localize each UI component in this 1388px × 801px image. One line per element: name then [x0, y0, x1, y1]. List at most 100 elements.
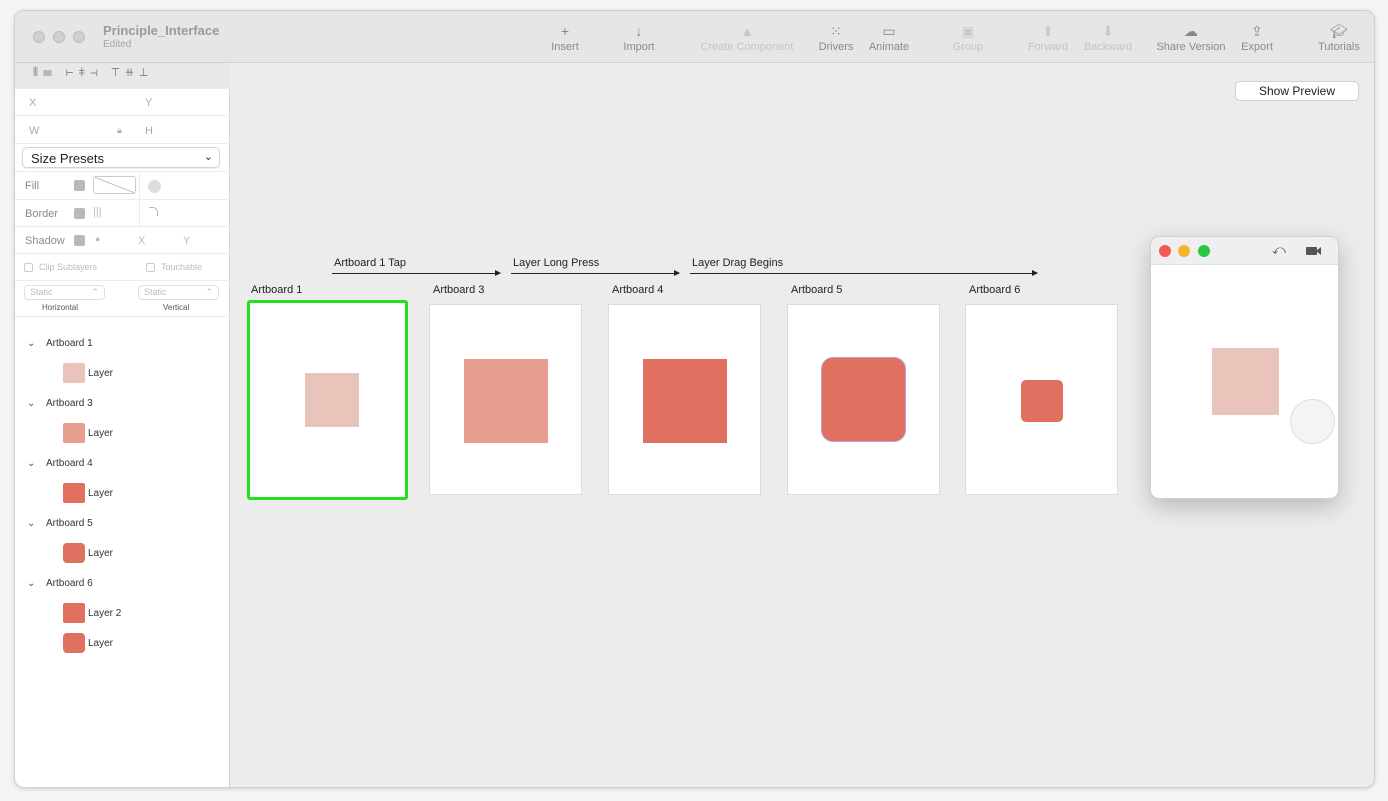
- border-width-icon[interactable]: |||: [93, 206, 102, 218]
- disclosure-chevron-icon[interactable]: ⌄: [27, 338, 36, 349]
- layer-thumbnail: [63, 423, 85, 443]
- artboard-label[interactable]: Artboard 4: [612, 284, 664, 296]
- record-video-icon[interactable]: [1306, 247, 1317, 255]
- lock-icon[interactable]: 🔒︎: [117, 125, 122, 135]
- toolbar-label: Import: [623, 41, 655, 53]
- fill-checkbox[interactable]: [74, 180, 85, 191]
- size-presets-row: Size Presets ⌄: [15, 144, 230, 172]
- artboard[interactable]: [608, 304, 761, 495]
- opacity-icon[interactable]: [148, 180, 161, 193]
- layer-item[interactable]: Layer: [88, 428, 114, 439]
- stepper-icon: ⌃: [205, 287, 213, 297]
- layer-thumbnail: [63, 363, 85, 383]
- toolbar-backward-button[interactable]: ⬇ Backward: [1053, 21, 1163, 53]
- disclosure-chevron-icon[interactable]: ⌄: [27, 578, 36, 589]
- toolbar-create-component-button[interactable]: ▲ Create Component: [692, 21, 802, 53]
- layer-shape[interactable]: [305, 373, 359, 427]
- layer-shape[interactable]: [1021, 380, 1063, 422]
- plus-icon: +: [560, 23, 570, 39]
- artboard-label[interactable]: Artboard 5: [791, 284, 843, 296]
- drivers-icon: ⁙: [830, 23, 842, 39]
- toolbar-export-button[interactable]: ⇪ Export: [1202, 21, 1312, 53]
- transition-label[interactable]: Layer Drag Begins: [692, 257, 784, 269]
- toolbar-forward-button[interactable]: ⬆ Forward: [993, 21, 1103, 53]
- disclosure-chevron-icon[interactable]: ⌄: [27, 398, 36, 409]
- corner-radius-icon[interactable]: [149, 207, 158, 216]
- toolbar-import-button[interactable]: ↓ Import: [584, 21, 694, 53]
- fill-label: Fill: [25, 180, 40, 192]
- layer-thumbnail: [63, 483, 85, 503]
- toolbar-animate-button[interactable]: ▭ Animate: [834, 21, 944, 53]
- clip-sublayers-checkbox[interactable]: [24, 263, 33, 272]
- toolbar-tutorials-button[interactable]: 🎓︎ Tutorials: [1284, 21, 1374, 53]
- shadow-checkbox[interactable]: [74, 235, 85, 246]
- layer-item[interactable]: Layer: [88, 488, 114, 499]
- touchable-checkbox[interactable]: [146, 263, 155, 272]
- artboard-label[interactable]: Artboard 3: [433, 284, 485, 296]
- horizontal-label: Horizontal: [42, 303, 79, 312]
- h-label: H: [145, 125, 153, 137]
- preview-layer[interactable]: [1212, 348, 1279, 415]
- undo-icon[interactable]: ⤺: [1272, 242, 1286, 257]
- transition-arrow[interactable]: [690, 270, 1038, 276]
- layer-artboard-item[interactable]: Artboard 5: [46, 518, 93, 529]
- artboard-label[interactable]: Artboard 1: [251, 284, 303, 296]
- toolbar-group-button[interactable]: ▣ Group: [913, 21, 1023, 53]
- layer-item[interactable]: Layer: [88, 548, 114, 559]
- layer-item[interactable]: Layer: [88, 368, 114, 379]
- toolbar-label: Group: [952, 41, 984, 53]
- layer-shape[interactable]: [464, 359, 548, 443]
- alignment-toolbar[interactable]: ⫴☰ ⊢ǂ⊣ ⊤⧺⊥: [15, 63, 230, 89]
- layer-artboard-item[interactable]: Artboard 3: [46, 398, 93, 409]
- layer-item[interactable]: Layer 2: [88, 608, 122, 619]
- preview-minimize-button[interactable]: [1178, 245, 1190, 257]
- inspector-sidebar: ⫴☰ ⊢ǂ⊣ ⊤⧺⊥ X Y W 🔒︎ H Size Presets ⌄ Fil…: [15, 63, 230, 787]
- toolbar-label: Insert: [551, 41, 579, 53]
- toolbar-label: Backward: [1083, 41, 1133, 53]
- backward-icon: ⬇: [1102, 23, 1114, 39]
- layer-shape[interactable]: [643, 359, 727, 443]
- share-icon: ⇪: [1251, 23, 1263, 39]
- artboard[interactable]: [787, 304, 940, 495]
- size-presets-select[interactable]: Size Presets ⌄: [22, 147, 220, 168]
- options-row: Clip Sublayers Touchable: [15, 254, 230, 281]
- transition-label[interactable]: Layer Long Press: [513, 257, 600, 269]
- position-row: X Y: [15, 89, 230, 116]
- toolbar-label: Create Component: [700, 41, 794, 53]
- artboard[interactable]: [429, 304, 582, 495]
- stepper-icon: ⌃: [91, 287, 99, 297]
- zoom-button[interactable]: [73, 31, 85, 43]
- disclosure-chevron-icon[interactable]: ⌄: [27, 518, 36, 529]
- vertical-label: Vertical: [163, 303, 190, 312]
- layer-artboard-item[interactable]: Artboard 4: [46, 458, 93, 469]
- layer-artboard-item[interactable]: Artboard 1: [46, 338, 93, 349]
- transition-arrow[interactable]: [511, 270, 680, 276]
- transition-label[interactable]: Artboard 1 Tap: [334, 257, 406, 269]
- graduation-cap-icon: 🎓︎: [1330, 23, 1348, 39]
- artboard[interactable]: [965, 304, 1118, 495]
- preview-zoom-button[interactable]: [1198, 245, 1210, 257]
- artboard-label[interactable]: Artboard 6: [969, 284, 1021, 296]
- disclosure-chevron-icon[interactable]: ⌄: [27, 458, 36, 469]
- minimize-button[interactable]: [53, 31, 65, 43]
- vertical-constraint-select[interactable]: Static ⌃: [138, 285, 219, 300]
- fill-color-well[interactable]: [93, 176, 136, 194]
- blur-drop-icon[interactable]: ●: [95, 234, 101, 244]
- preview-close-button[interactable]: [1159, 245, 1171, 257]
- close-button[interactable]: [33, 31, 45, 43]
- border-checkbox[interactable]: [74, 208, 85, 219]
- toolbar-share-version-button[interactable]: ☁ Share Version: [1136, 21, 1246, 53]
- transition-arrow[interactable]: [332, 270, 501, 276]
- app-window: Principle_Interface Edited + Insert ↓ Impor…: [14, 10, 1375, 788]
- artboard[interactable]: [247, 300, 408, 500]
- show-preview-button[interactable]: Show Preview: [1235, 81, 1359, 101]
- preview-window: ⤺: [1150, 236, 1339, 499]
- toolbar-label: Tutorials: [1318, 41, 1360, 53]
- size-presets-label: Size Presets: [31, 151, 104, 166]
- toolbar-drivers-button[interactable]: ⁙ Drivers: [781, 21, 891, 53]
- horizontal-constraint-select[interactable]: Static ⌃: [24, 285, 105, 300]
- layer-artboard-item[interactable]: Artboard 6: [46, 578, 93, 589]
- toolbar-insert-button[interactable]: + Insert: [510, 21, 620, 53]
- layer-item[interactable]: Layer: [88, 638, 114, 649]
- layer-shape[interactable]: [821, 357, 906, 442]
